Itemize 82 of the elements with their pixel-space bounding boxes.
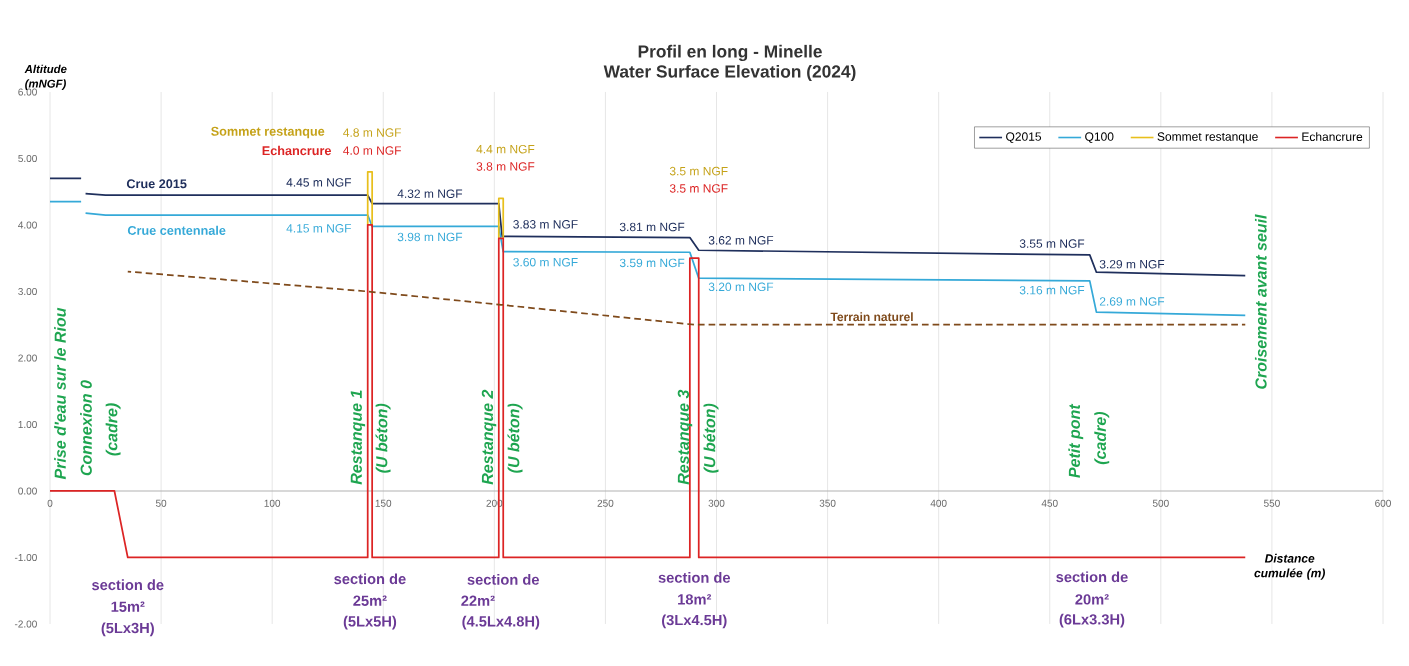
annotation: 3.5 m NGF — [669, 166, 728, 176]
chart-title: Profil en long - Minelle — [638, 44, 822, 62]
x-tick-label: 600 — [1375, 499, 1391, 507]
annotation: Crue 2015 — [126, 179, 187, 189]
annotation: (4.5Lx4.8H) — [462, 615, 540, 630]
annotation: 3.16 m NGF — [1019, 285, 1085, 295]
legend-label: Q100 — [1085, 132, 1114, 143]
annotation: (5Lx5H) — [343, 615, 397, 630]
annotation: section de — [467, 574, 539, 585]
annotation: 3.59 m NGF — [619, 258, 685, 268]
annotation: section de — [658, 572, 731, 583]
annotation: Prise d'eau sur le Riou — [54, 307, 66, 480]
annotation: section de — [1056, 571, 1128, 583]
annotation: 3.20 m NGF — [708, 282, 774, 292]
annotation: 3.8 m NGF — [476, 162, 535, 171]
annotation: 3.29 m NGF — [1099, 259, 1165, 269]
y-tick-label: -1.00 — [14, 553, 37, 562]
x-tick-label: 500 — [1152, 499, 1169, 507]
annotation: 4.8 m NGF — [343, 128, 402, 137]
y-tick-label: 4.00 — [18, 221, 37, 229]
annotation: 25m² — [353, 595, 387, 606]
y-tick-label: 6.00 — [18, 88, 37, 96]
y-tick-label: 3.00 — [18, 287, 37, 296]
x-tick-label: 250 — [597, 499, 614, 507]
annotation: 4.32 m NGF — [397, 189, 463, 198]
x-tick-label: 300 — [708, 499, 725, 507]
annotation: Crue centennale — [127, 225, 226, 235]
x-axis-title: Distance cumulée (m) — [1254, 553, 1325, 580]
annotation: (U béton) — [703, 403, 719, 473]
annotation: Petit pont — [1068, 403, 1084, 478]
annotation: 3.81 m NGF — [619, 222, 685, 232]
annotation: 18m² — [678, 594, 712, 605]
annotation: 3.62 m NGF — [708, 236, 774, 245]
annotation: (U béton) — [507, 403, 523, 473]
annotation: (3Lx4.5H) — [662, 614, 727, 629]
annotation: 3.83 m NGF — [513, 220, 578, 229]
annotation: (U béton) — [375, 403, 391, 473]
y-tick-label: -2.00 — [14, 620, 37, 628]
y-tick-label: 5.00 — [18, 154, 37, 163]
annotation: 4.45 m NGF — [286, 178, 352, 187]
annotation: 3.5 m NGF — [669, 184, 728, 193]
annotation: (cadre) — [1094, 411, 1110, 465]
annotation: Echancrure — [262, 145, 332, 156]
x-tick-label: 400 — [930, 499, 947, 507]
legend-label: Sommet restanque — [1157, 132, 1258, 144]
legend-label: Q2015 — [1006, 132, 1042, 143]
x-tick-label: 100 — [264, 499, 281, 507]
annotation: Connexion 0 — [80, 380, 92, 476]
series-label: Terrain naturel — [830, 312, 913, 322]
annotation: (cadre) — [105, 403, 121, 456]
annotation: 3.60 m NGF — [513, 257, 578, 267]
annotation: 3.98 m NGF — [397, 232, 463, 242]
x-tick-label: 150 — [375, 499, 392, 507]
annotation: Restanque 1 — [350, 390, 366, 485]
annotation: Sommet restanque — [211, 126, 325, 139]
chart-subtitle: Water Surface Elevation (2024) — [603, 64, 856, 82]
line-series — [126, 270, 1247, 326]
y-axis-title: Altitude (mNGF) — [24, 64, 67, 90]
y-tick-label: 2.00 — [18, 354, 37, 362]
annotation: section de — [334, 573, 406, 585]
x-tick-label: 50 — [155, 499, 167, 507]
annotation: 15m² — [111, 601, 145, 612]
y-tick-label: 1.00 — [18, 420, 37, 429]
x-tick-label: 550 — [1263, 499, 1280, 507]
x-tick-label: 450 — [1041, 499, 1058, 507]
annotation: (6Lx3.3H) — [1059, 613, 1125, 628]
annotation: Croisement avant seuil — [1254, 214, 1267, 389]
annotation: 4.0 m NGF — [343, 146, 402, 155]
annotation: 3.55 m NGF — [1019, 239, 1085, 248]
x-tick-label: 350 — [819, 499, 836, 507]
annotation: 22m² — [461, 595, 495, 606]
annotation: 20m² — [1075, 594, 1109, 605]
annotation: 2.69 m NGF — [1099, 297, 1165, 306]
annotation: section de — [92, 579, 164, 591]
x-tick-label: 0 — [47, 499, 53, 507]
annotation: 4.4 m NGF — [476, 144, 535, 154]
annotation: Restanque 2 — [481, 389, 497, 485]
annotation: 4.15 m NGF — [286, 224, 352, 233]
y-tick-label: 0.00 — [18, 487, 37, 495]
legend-label: Echancrure — [1302, 132, 1363, 141]
annotation: (5Lx3H) — [101, 622, 154, 637]
annotation: Restanque 3 — [677, 389, 693, 485]
